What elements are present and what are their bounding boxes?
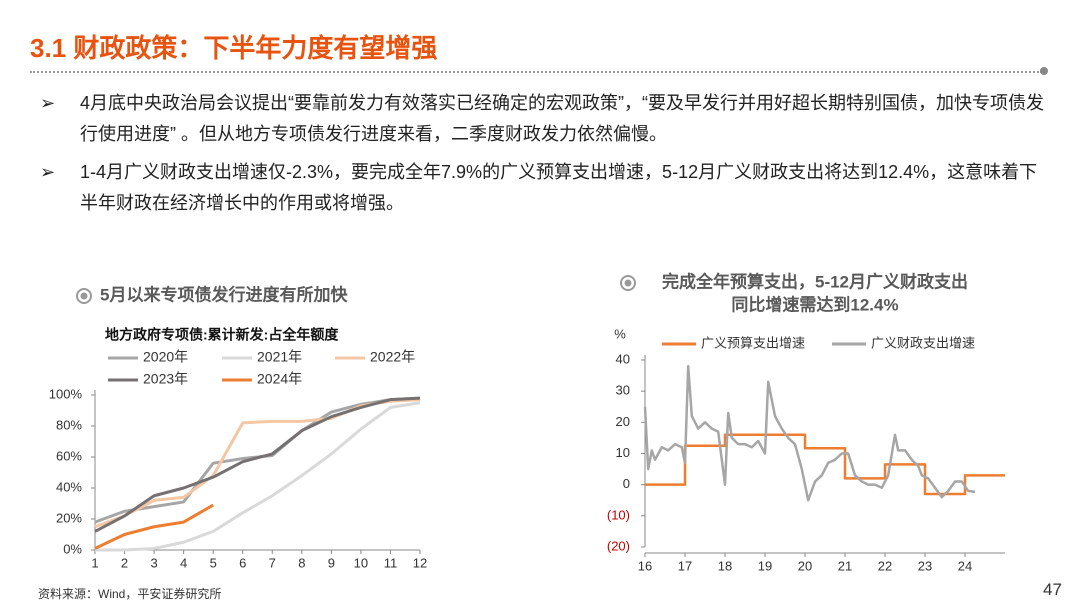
x-tick-label: 19	[758, 558, 772, 573]
bullet-text: 1-4月广义财政支出增速仅-2.3%，要完成全年7.9%的广义预算支出增速，5-…	[80, 162, 1038, 213]
y-tick-label: 20	[616, 414, 630, 429]
x-tick-label: 2	[121, 555, 128, 570]
bullet: ➢ 4月底中央政治局会议提出“要靠前发力有效落实已经确定的宏观政策”，“要及早发行…	[40, 88, 1050, 150]
page-number: 47	[1043, 580, 1062, 599]
x-tick-label: 8	[298, 555, 305, 570]
source: 资料来源：Wind，平安证券研究所	[38, 587, 222, 601]
series-line	[94, 503, 214, 550]
x-tick-label: 6	[239, 555, 246, 570]
x-tick-label: 5	[210, 555, 217, 570]
x-tick-label: 23	[918, 558, 932, 573]
x-tick-label: 4	[180, 555, 187, 570]
y-tick-label: 40	[616, 351, 630, 366]
bullet: ➢ 1-4月广义财政支出增速仅-2.3%，要完成全年7.9%的广义预算支出增速，5…	[40, 157, 1050, 219]
legend-label: 广义财政支出增速	[871, 335, 975, 350]
x-tick-label: 1	[91, 555, 98, 570]
chart-title: 完成全年预算支出，5-12月广义财政支出	[662, 271, 968, 291]
legend-label: 2022年	[370, 349, 415, 365]
y-tick-label: 80%	[56, 417, 82, 432]
x-tick-label: 3	[150, 555, 157, 570]
legend-label: 2020年	[143, 349, 188, 365]
divider-dot	[1040, 67, 1048, 75]
chart-title: 5月以来专项债发行进度有所加快	[100, 284, 348, 304]
x-tick-label: 21	[838, 558, 852, 573]
x-tick-label: 7	[269, 555, 276, 570]
y-tick-label: 60%	[56, 448, 82, 463]
title-icon	[624, 279, 632, 287]
series-line	[94, 396, 421, 533]
y-tick-label: 40%	[56, 479, 82, 494]
legend-label: 2024年	[257, 371, 302, 387]
series-line	[95, 401, 421, 552]
y-tick-label: 10	[616, 445, 630, 460]
legend-label: 2023年	[143, 371, 188, 387]
x-tick-label: 9	[328, 555, 335, 570]
x-tick-label: 10	[354, 555, 368, 570]
x-tick-label: 12	[413, 555, 427, 570]
chart-title: 同比增速需达到12.4%	[731, 294, 898, 314]
y-tick-label: 0	[623, 476, 630, 491]
series-line	[643, 364, 976, 502]
y-tick-label: (20)	[607, 538, 630, 553]
title-icon	[76, 288, 92, 304]
title-icon	[80, 292, 88, 300]
title-icon	[620, 275, 636, 291]
x-tick-label: 17	[678, 558, 692, 573]
y-tick-label: (10)	[607, 507, 630, 522]
y-tick-label: 100%	[49, 386, 83, 401]
chart-subtitle: 地方政府专项债:累计新发:占全年额度	[105, 327, 339, 343]
y-tick-label: 20%	[56, 510, 82, 525]
x-tick-label: 16	[638, 558, 652, 573]
x-tick-label: 18	[718, 558, 732, 573]
x-tick-label: 22	[878, 558, 892, 573]
x-tick-label: 20	[798, 558, 812, 573]
legend-label: 广义预算支出增速	[701, 335, 805, 350]
slide-title: 3.1 财政政策：下半年力度有望增强	[30, 33, 438, 63]
y-tick-label: 0%	[63, 541, 82, 556]
legend-label: 2021年	[257, 349, 302, 365]
y-tick-label: 30	[616, 383, 630, 398]
divider	[30, 71, 1042, 73]
x-tick-label: 24	[958, 558, 972, 573]
bullet-text: 4月底中央政治局会议提出“要靠前发力有效落实已经确定的宏观政策”，“要及早发行并…	[80, 93, 1044, 144]
x-tick-label: 11	[384, 555, 398, 570]
y-axis-label: %	[614, 326, 626, 341]
